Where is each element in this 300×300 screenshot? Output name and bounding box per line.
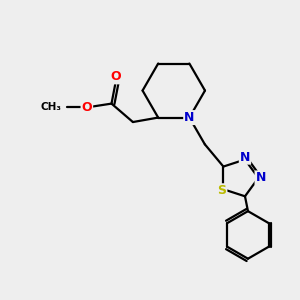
Text: N: N bbox=[240, 151, 250, 164]
Text: CH₃: CH₃ bbox=[40, 102, 61, 112]
Text: N: N bbox=[184, 111, 195, 124]
Text: O: O bbox=[82, 101, 92, 114]
Text: O: O bbox=[111, 70, 121, 83]
Text: S: S bbox=[218, 184, 226, 197]
Text: N: N bbox=[256, 171, 266, 184]
